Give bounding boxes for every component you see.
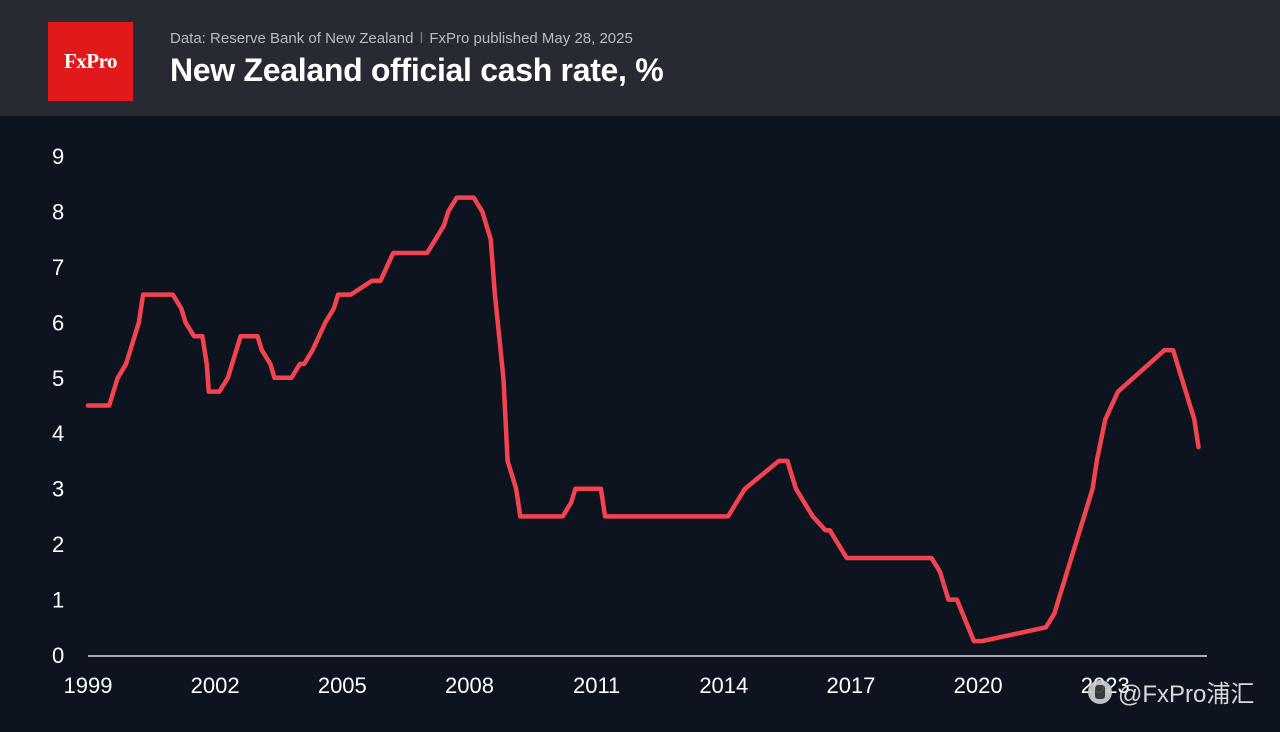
- x-tick-label: 1999: [64, 673, 113, 698]
- line-chart: 0 1 2 3 4 5 6 7 8 9 1999 2002 2005 2008 2011 2014 2017 2…: [52, 144, 1207, 698]
- x-tick-label: 2002: [191, 673, 240, 698]
- social-app-icon: [1088, 679, 1112, 704]
- watermark-text: @FxPro浦汇: [1118, 681, 1255, 708]
- y-tick-label: 3: [52, 477, 64, 502]
- y-axis: 0 1 2 3 4 5 6 7 8 9: [52, 144, 64, 668]
- y-tick-label: 8: [52, 199, 64, 224]
- y-tick-label: 5: [52, 366, 64, 391]
- series-line-official-cash-rate: [85, 195, 1201, 644]
- chart-title: New Zealand official cash rate, %: [170, 52, 664, 88]
- x-tick-label: 2020: [954, 673, 1003, 698]
- published-date: FxPro published May 28, 2025: [429, 30, 633, 47]
- series-layer: [85, 195, 1201, 644]
- header-bar: FxPro Data: Reserve Bank of New Zealand ǀ…: [0, 0, 1280, 116]
- y-tick-label: 6: [52, 310, 64, 335]
- x-axis: 199920022005200820112014201720202023: [64, 655, 1207, 698]
- x-tick-label: 2008: [445, 673, 494, 698]
- data-source: Data: Reserve Bank of New Zealand: [170, 30, 414, 47]
- x-tick-label: 2017: [826, 673, 875, 698]
- y-tick-label: 7: [52, 255, 64, 280]
- x-tick-label: 2014: [699, 673, 748, 698]
- y-tick-label: 4: [52, 421, 64, 446]
- y-tick-label: 2: [52, 532, 64, 557]
- fxpro-logo: FxPro: [48, 22, 133, 101]
- y-tick-label: 1: [52, 588, 64, 613]
- watermark: @FxPro浦汇: [1088, 674, 1254, 709]
- y-tick-label: 0: [52, 643, 64, 668]
- x-tick-label: 2011: [573, 673, 620, 698]
- y-tick-label: 9: [52, 144, 64, 169]
- separator: ǀ: [419, 30, 424, 47]
- x-tick-label: 2005: [318, 673, 367, 698]
- source-line: Data: Reserve Bank of New Zealand ǀ FxPro …: [170, 30, 633, 47]
